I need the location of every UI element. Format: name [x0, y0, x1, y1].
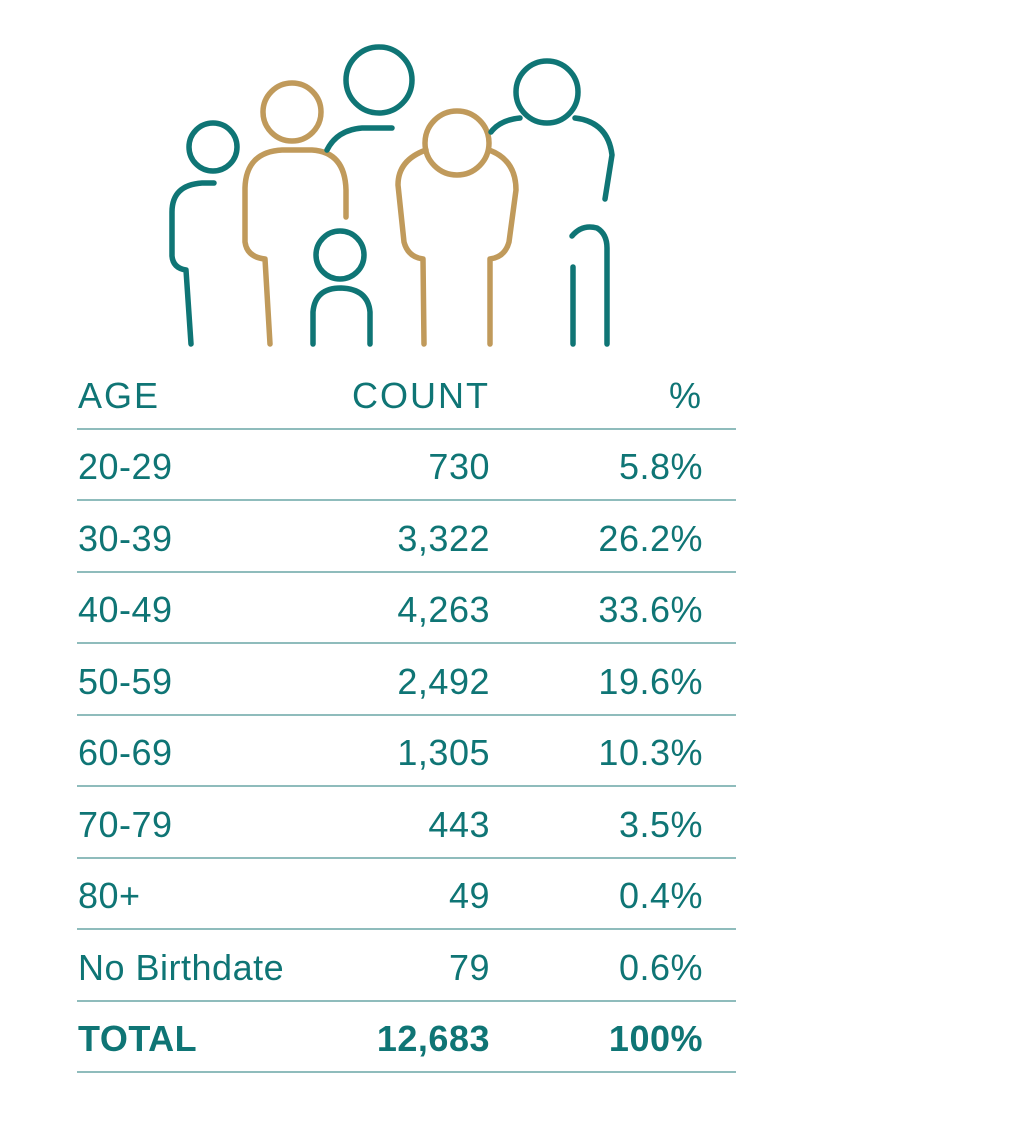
pct-cell: 0.4%	[618, 875, 703, 916]
table-header: AGE COUNT %	[77, 358, 736, 430]
table-row: 30-39 3,322 26.2%	[77, 501, 736, 573]
age-cell: 50-59	[78, 660, 173, 702]
table-row: 60-69 1,305 10.3%	[77, 716, 736, 787]
count-cell: 49	[448, 875, 490, 916]
pct-cell: 0.6%	[618, 946, 703, 988]
table-row: 20-29 730 5.8%	[77, 430, 736, 501]
cane-icon	[569, 224, 610, 347]
age-cell: 60-69	[78, 732, 173, 773]
elder-teal-figure	[488, 58, 615, 202]
table-row: 50-59 2,492 19.6%	[77, 644, 736, 716]
pct-cell: 26.2%	[598, 517, 703, 559]
family-group-icon	[169, 44, 615, 347]
age-cell: No Birthdate	[78, 946, 285, 988]
table-row: 40-49 4,263 33.6%	[77, 573, 736, 644]
adult-back-figure	[324, 44, 415, 153]
count-cell: 1,305	[397, 732, 490, 773]
table-row: No Birthdate 79 0.6%	[77, 930, 736, 1002]
age-cell: 30-39	[78, 517, 173, 559]
age-table: AGE COUNT % 20-29 730 5.8% 30-39 3,322 26.2% 4…	[77, 358, 736, 1073]
adult-gold-figure	[242, 80, 349, 347]
total-label: TOTAL	[78, 1018, 198, 1059]
header-age: AGE	[78, 374, 161, 416]
count-cell: 4,263	[397, 589, 490, 630]
count-cell: 443	[428, 803, 490, 845]
total-pct: 100%	[608, 1018, 703, 1059]
age-cell: 20-29	[78, 446, 173, 487]
age-cell: 40-49	[78, 589, 173, 630]
age-cell: 80+	[78, 875, 141, 916]
age-cell: 70-79	[78, 803, 173, 845]
table-row: 70-79 443 3.5%	[77, 787, 736, 859]
count-cell: 3,322	[397, 517, 490, 559]
pct-cell: 33.6%	[598, 589, 703, 630]
count-cell: 2,492	[397, 660, 490, 702]
table-row: 80+ 49 0.4%	[77, 859, 736, 930]
pct-cell: 5.8%	[618, 446, 703, 487]
pct-cell: 10.3%	[598, 732, 703, 773]
child-figure	[310, 228, 373, 347]
count-cell: 79	[448, 946, 490, 988]
header-count: COUNT	[352, 374, 490, 416]
pct-cell: 3.5%	[618, 803, 703, 845]
count-cell: 730	[428, 446, 490, 487]
header-pct: %	[668, 374, 703, 416]
adult-left-figure	[169, 120, 240, 347]
elder-gold-figure	[395, 108, 519, 347]
total-count: 12,683	[376, 1018, 490, 1059]
total-row: TOTAL 12,683 100%	[77, 1002, 736, 1073]
pct-cell: 19.6%	[598, 660, 703, 702]
